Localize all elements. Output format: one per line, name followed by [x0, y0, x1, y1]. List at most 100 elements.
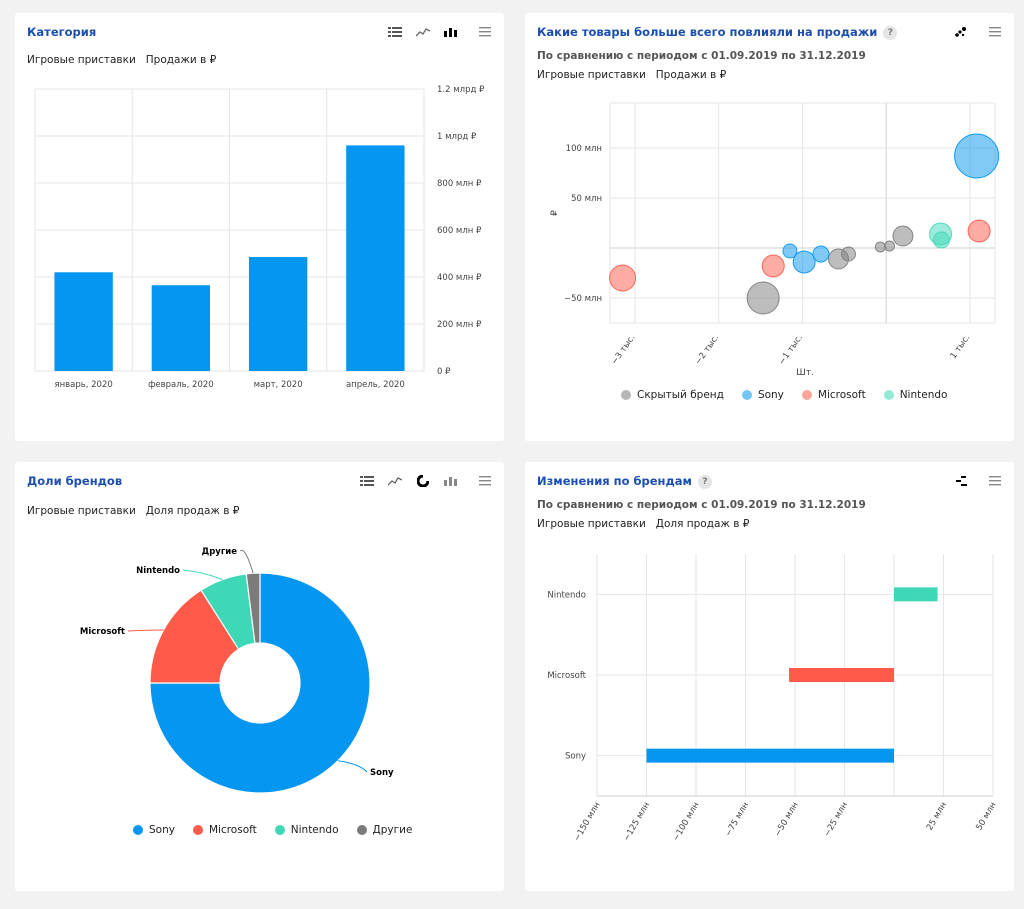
- legend-item[interactable]: Sony: [741, 389, 784, 401]
- menu-icon[interactable]: [476, 474, 494, 488]
- param-category: Игровые приставки: [27, 505, 136, 517]
- legend-swatch: [192, 825, 203, 835]
- x-tick-label: −100 млн: [671, 801, 701, 844]
- scatter-point: [792, 250, 816, 274]
- x-tick-label: −50 млн: [773, 801, 801, 839]
- scatter-point: [954, 133, 1000, 179]
- help-icon[interactable]: ?: [697, 475, 712, 489]
- card-title-text: Изменения по брендам: [537, 474, 692, 488]
- card-title: Доли брендов: [27, 474, 123, 488]
- legend-label: Другие: [372, 824, 413, 836]
- y-tick-label: 1.2 млрд ₽: [437, 85, 485, 95]
- legend-swatch: [883, 390, 894, 400]
- legend-item[interactable]: Microsoft: [192, 824, 257, 836]
- slice-label: Microsoft: [80, 627, 125, 637]
- legend-swatch: [133, 825, 143, 835]
- param-measure: Продажи в ₽: [655, 69, 727, 81]
- legend-item[interactable]: Microsoft: [801, 389, 866, 401]
- bar: [894, 587, 938, 602]
- donut-slice: [149, 589, 240, 684]
- x-tick-label: апрель, 2020: [346, 380, 405, 390]
- scatter-point: [967, 219, 991, 243]
- card-title: Категория: [27, 25, 97, 39]
- slice-label: Другие: [202, 547, 238, 557]
- y-tick-label: 1 млрд ₽: [437, 132, 477, 142]
- x-tick-label: −75 млн: [723, 801, 751, 839]
- slice-connector: [127, 629, 164, 632]
- legend-label: Microsoft: [817, 389, 866, 401]
- x-tick-label: февраль, 2020: [148, 380, 214, 390]
- diverging-bar-icon[interactable]: [952, 474, 970, 488]
- bar: [789, 668, 894, 682]
- y-tick-label: 800 млн ₽: [437, 179, 482, 189]
- x-tick-label: 25 млн: [925, 801, 949, 833]
- card-title-text: Какие товары больше всего повлияли на пр…: [537, 25, 878, 39]
- legend-swatch: [356, 825, 367, 835]
- legend-item[interactable]: Nintendo: [274, 824, 339, 836]
- legend-label: Скрытый бренд: [637, 389, 724, 401]
- line-chart-icon[interactable]: [414, 25, 432, 39]
- brand-changes-card: Изменения по брендам? По сравнению с пер…: [525, 462, 1014, 891]
- y-tick-label: Microsoft: [547, 671, 586, 681]
- chart-toolbar: [358, 474, 494, 488]
- bar: [54, 272, 113, 371]
- legend-swatch: [621, 390, 631, 400]
- menu-icon[interactable]: [986, 474, 1004, 488]
- y-tick-label: Sony: [565, 752, 586, 762]
- menu-icon[interactable]: [986, 25, 1004, 39]
- scatter-icon[interactable]: [952, 25, 970, 39]
- x-tick-label: 50 млн: [974, 801, 998, 833]
- y-tick-label: 0 ₽: [437, 367, 451, 377]
- comparison-period: По сравнению с периодом с 01.09.2019 по …: [537, 499, 866, 511]
- impact-card: Какие товары больше всего повлияли на пр…: [525, 13, 1014, 441]
- x-tick-label: март, 2020: [254, 380, 303, 390]
- donut-legend: Sony Microsoft Nintendo Другие: [133, 824, 412, 836]
- category-card: Категория Игровые приставки Продажи в ₽ 0…: [15, 13, 504, 441]
- bar: [646, 748, 894, 763]
- scatter-legend: Скрытый бренд Sony Microsoft Nintendo: [621, 389, 947, 401]
- x-tick-label: январь, 2020: [54, 380, 112, 390]
- scatter-point: [874, 241, 886, 253]
- chart-toolbar: [952, 474, 1004, 488]
- menu-icon[interactable]: [476, 25, 494, 39]
- chart-params: Игровые приставки Продажи в ₽: [27, 54, 226, 66]
- chart-toolbar: [386, 25, 494, 39]
- legend-item[interactable]: Nintendo: [883, 389, 947, 401]
- scatter-point: [884, 240, 896, 252]
- bar-chart-icon[interactable]: [442, 25, 460, 39]
- param-category: Игровые приставки: [537, 518, 646, 530]
- scatter-chart: −3 тыс. −2 тыс. −1 тыс. 1 тыс. 100 млн 50 млн…: [550, 102, 1000, 378]
- y-tick-label: 100 млн: [566, 144, 602, 154]
- help-icon[interactable]: ?: [883, 26, 898, 40]
- legend-swatch: [274, 825, 285, 835]
- x-tick-label: −1 тыс.: [777, 333, 805, 367]
- bar: [248, 257, 308, 371]
- scatter-point: [609, 264, 637, 292]
- param-category: Игровые приставки: [27, 54, 136, 66]
- scatter-point: [746, 281, 780, 315]
- slice-connector: [239, 549, 254, 574]
- y-tick-label: −50 млн: [564, 294, 602, 304]
- card-title: Какие товары больше всего повлияли на пр…: [537, 25, 898, 40]
- card-title: Изменения по брендам?: [537, 474, 712, 489]
- x-axis-label: Шт.: [796, 368, 814, 378]
- legend-label: Sony: [757, 389, 784, 401]
- comparison-period: По сравнению с периодом с 01.09.2019 по …: [537, 50, 866, 62]
- brand-share-card: Доли брендов Игровые приставки Доля прода…: [15, 462, 504, 891]
- list-icon[interactable]: [386, 25, 404, 39]
- brand-change-chart: −150 млн −125 млн −100 млн −75 млн −50 млн −2…: [547, 554, 999, 844]
- list-icon[interactable]: [358, 474, 376, 488]
- x-tick-label: −125 млн: [622, 801, 652, 844]
- donut-slice: [245, 572, 261, 644]
- legend-item[interactable]: Скрытый бренд: [621, 389, 724, 401]
- y-tick-label: Nintendo: [547, 590, 586, 600]
- donut-chart-icon[interactable]: [414, 474, 432, 488]
- legend-item[interactable]: Другие: [356, 824, 413, 836]
- chart-params: Игровые приставки Доля продаж в ₽: [27, 505, 249, 517]
- legend-item[interactable]: Sony: [133, 824, 175, 836]
- y-axis-label: ₽: [550, 210, 560, 216]
- donut-chart: Sony Microsoft Nintendo Другие: [80, 547, 394, 794]
- line-chart-icon[interactable]: [386, 474, 404, 488]
- x-tick-label: −150 млн: [572, 801, 602, 844]
- bar-chart-icon[interactable]: [442, 474, 460, 488]
